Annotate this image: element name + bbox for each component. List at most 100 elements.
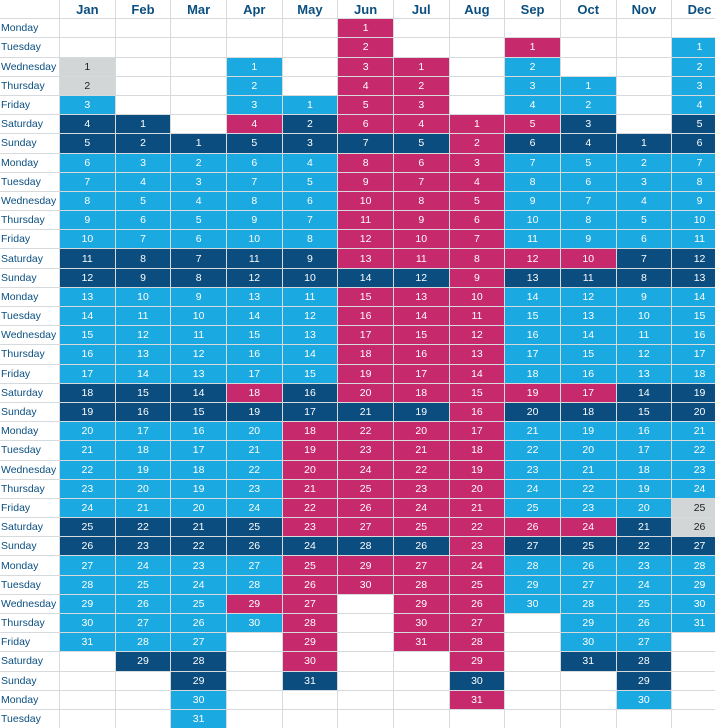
date-cell-apr-10[interactable]: 10 (226, 230, 282, 249)
date-cell-aug-30[interactable]: 30 (449, 671, 505, 690)
date-cell-apr-25[interactable]: 25 (226, 518, 282, 537)
date-cell-aug-6[interactable]: 6 (449, 211, 505, 230)
date-cell-feb-28[interactable]: 28 (115, 633, 171, 652)
date-cell-dec-21[interactable]: 21 (672, 422, 715, 441)
date-cell-sep-9[interactable]: 9 (505, 191, 560, 211)
date-cell-sep-20[interactable]: 20 (505, 402, 560, 422)
date-cell-may-27[interactable]: 27 (282, 594, 338, 613)
date-cell-oct-21[interactable]: 21 (560, 460, 616, 479)
date-cell-sep-17[interactable]: 17 (505, 345, 560, 364)
date-cell-oct-28[interactable]: 28 (560, 594, 616, 613)
date-cell-oct-12[interactable]: 12 (560, 287, 616, 306)
date-cell-mar-30[interactable]: 30 (171, 690, 226, 709)
date-cell-dec-16[interactable]: 16 (672, 326, 715, 345)
date-cell-jul-25[interactable]: 25 (393, 518, 449, 537)
date-cell-oct-15[interactable]: 15 (560, 345, 616, 364)
date-cell-may-5[interactable]: 5 (282, 172, 338, 191)
date-cell-jul-27[interactable]: 27 (393, 556, 449, 575)
date-cell-aug-4[interactable]: 4 (449, 172, 505, 191)
date-cell-oct-1[interactable]: 1 (560, 76, 616, 95)
date-cell-jan-27[interactable]: 27 (60, 556, 115, 575)
date-cell-dec-12[interactable]: 12 (672, 249, 715, 268)
date-cell-sep-28[interactable]: 28 (505, 556, 560, 575)
date-cell-jul-20[interactable]: 20 (393, 422, 449, 441)
date-cell-feb-22[interactable]: 22 (115, 518, 171, 537)
date-cell-oct-13[interactable]: 13 (560, 307, 616, 326)
date-cell-feb-20[interactable]: 20 (115, 479, 171, 498)
date-cell-may-12[interactable]: 12 (282, 307, 338, 326)
date-cell-jul-10[interactable]: 10 (393, 230, 449, 249)
date-cell-jul-8[interactable]: 8 (393, 191, 449, 211)
date-cell-jan-2[interactable]: 2 (60, 76, 115, 95)
date-cell-nov-22[interactable]: 22 (616, 537, 672, 556)
date-cell-mar-4[interactable]: 4 (171, 191, 226, 211)
date-cell-aug-10[interactable]: 10 (449, 287, 505, 306)
date-cell-jun-9[interactable]: 9 (338, 172, 393, 191)
date-cell-feb-13[interactable]: 13 (115, 345, 171, 364)
date-cell-may-11[interactable]: 11 (282, 287, 338, 306)
date-cell-sep-16[interactable]: 16 (505, 326, 560, 345)
date-cell-aug-21[interactable]: 21 (449, 498, 505, 518)
date-cell-aug-24[interactable]: 24 (449, 556, 505, 575)
date-cell-aug-13[interactable]: 13 (449, 345, 505, 364)
date-cell-nov-26[interactable]: 26 (616, 614, 672, 633)
date-cell-dec-22[interactable]: 22 (672, 441, 715, 460)
date-cell-oct-5[interactable]: 5 (560, 153, 616, 172)
date-cell-jun-5[interactable]: 5 (338, 95, 393, 115)
date-cell-apr-21[interactable]: 21 (226, 441, 282, 460)
date-cell-oct-9[interactable]: 9 (560, 230, 616, 249)
date-cell-feb-15[interactable]: 15 (115, 383, 171, 402)
date-cell-aug-22[interactable]: 22 (449, 518, 505, 537)
date-cell-oct-8[interactable]: 8 (560, 211, 616, 230)
date-cell-sep-1[interactable]: 1 (505, 38, 560, 57)
date-cell-feb-26[interactable]: 26 (115, 594, 171, 613)
date-cell-aug-11[interactable]: 11 (449, 307, 505, 326)
date-cell-sep-18[interactable]: 18 (505, 364, 560, 383)
date-cell-jan-28[interactable]: 28 (60, 575, 115, 594)
date-cell-feb-9[interactable]: 9 (115, 268, 171, 287)
date-cell-nov-14[interactable]: 14 (616, 383, 672, 402)
date-cell-mar-10[interactable]: 10 (171, 307, 226, 326)
date-cell-jun-28[interactable]: 28 (338, 537, 393, 556)
date-cell-dec-10[interactable]: 10 (672, 211, 715, 230)
date-cell-aug-3[interactable]: 3 (449, 153, 505, 172)
date-cell-apr-30[interactable]: 30 (226, 614, 282, 633)
date-cell-apr-19[interactable]: 19 (226, 402, 282, 422)
date-cell-jan-20[interactable]: 20 (60, 422, 115, 441)
date-cell-jul-9[interactable]: 9 (393, 211, 449, 230)
date-cell-nov-2[interactable]: 2 (616, 153, 672, 172)
date-cell-jul-16[interactable]: 16 (393, 345, 449, 364)
date-cell-mar-2[interactable]: 2 (171, 153, 226, 172)
date-cell-dec-13[interactable]: 13 (672, 268, 715, 287)
date-cell-nov-4[interactable]: 4 (616, 191, 672, 211)
date-cell-jan-24[interactable]: 24 (60, 498, 115, 518)
date-cell-nov-17[interactable]: 17 (616, 441, 672, 460)
date-cell-aug-18[interactable]: 18 (449, 441, 505, 460)
date-cell-nov-7[interactable]: 7 (616, 249, 672, 268)
date-cell-oct-16[interactable]: 16 (560, 364, 616, 383)
date-cell-oct-31[interactable]: 31 (560, 652, 616, 671)
date-cell-oct-24[interactable]: 24 (560, 518, 616, 537)
date-cell-feb-8[interactable]: 8 (115, 249, 171, 268)
date-cell-jul-21[interactable]: 21 (393, 441, 449, 460)
date-cell-jun-6[interactable]: 6 (338, 115, 393, 134)
date-cell-mar-16[interactable]: 16 (171, 422, 226, 441)
date-cell-jun-15[interactable]: 15 (338, 287, 393, 306)
date-cell-aug-9[interactable]: 9 (449, 268, 505, 287)
date-cell-apr-27[interactable]: 27 (226, 556, 282, 575)
date-cell-mar-28[interactable]: 28 (171, 652, 226, 671)
date-cell-apr-6[interactable]: 6 (226, 153, 282, 172)
date-cell-jul-29[interactable]: 29 (393, 594, 449, 613)
date-cell-apr-20[interactable]: 20 (226, 422, 282, 441)
date-cell-may-1[interactable]: 1 (282, 95, 338, 115)
date-cell-jul-23[interactable]: 23 (393, 479, 449, 498)
date-cell-jan-30[interactable]: 30 (60, 614, 115, 633)
date-cell-jan-22[interactable]: 22 (60, 460, 115, 479)
date-cell-aug-16[interactable]: 16 (449, 402, 505, 422)
date-cell-mar-11[interactable]: 11 (171, 326, 226, 345)
date-cell-apr-2[interactable]: 2 (226, 76, 282, 95)
date-cell-mar-25[interactable]: 25 (171, 594, 226, 613)
date-cell-apr-5[interactable]: 5 (226, 134, 282, 153)
date-cell-jul-5[interactable]: 5 (393, 134, 449, 153)
date-cell-mar-27[interactable]: 27 (171, 633, 226, 652)
